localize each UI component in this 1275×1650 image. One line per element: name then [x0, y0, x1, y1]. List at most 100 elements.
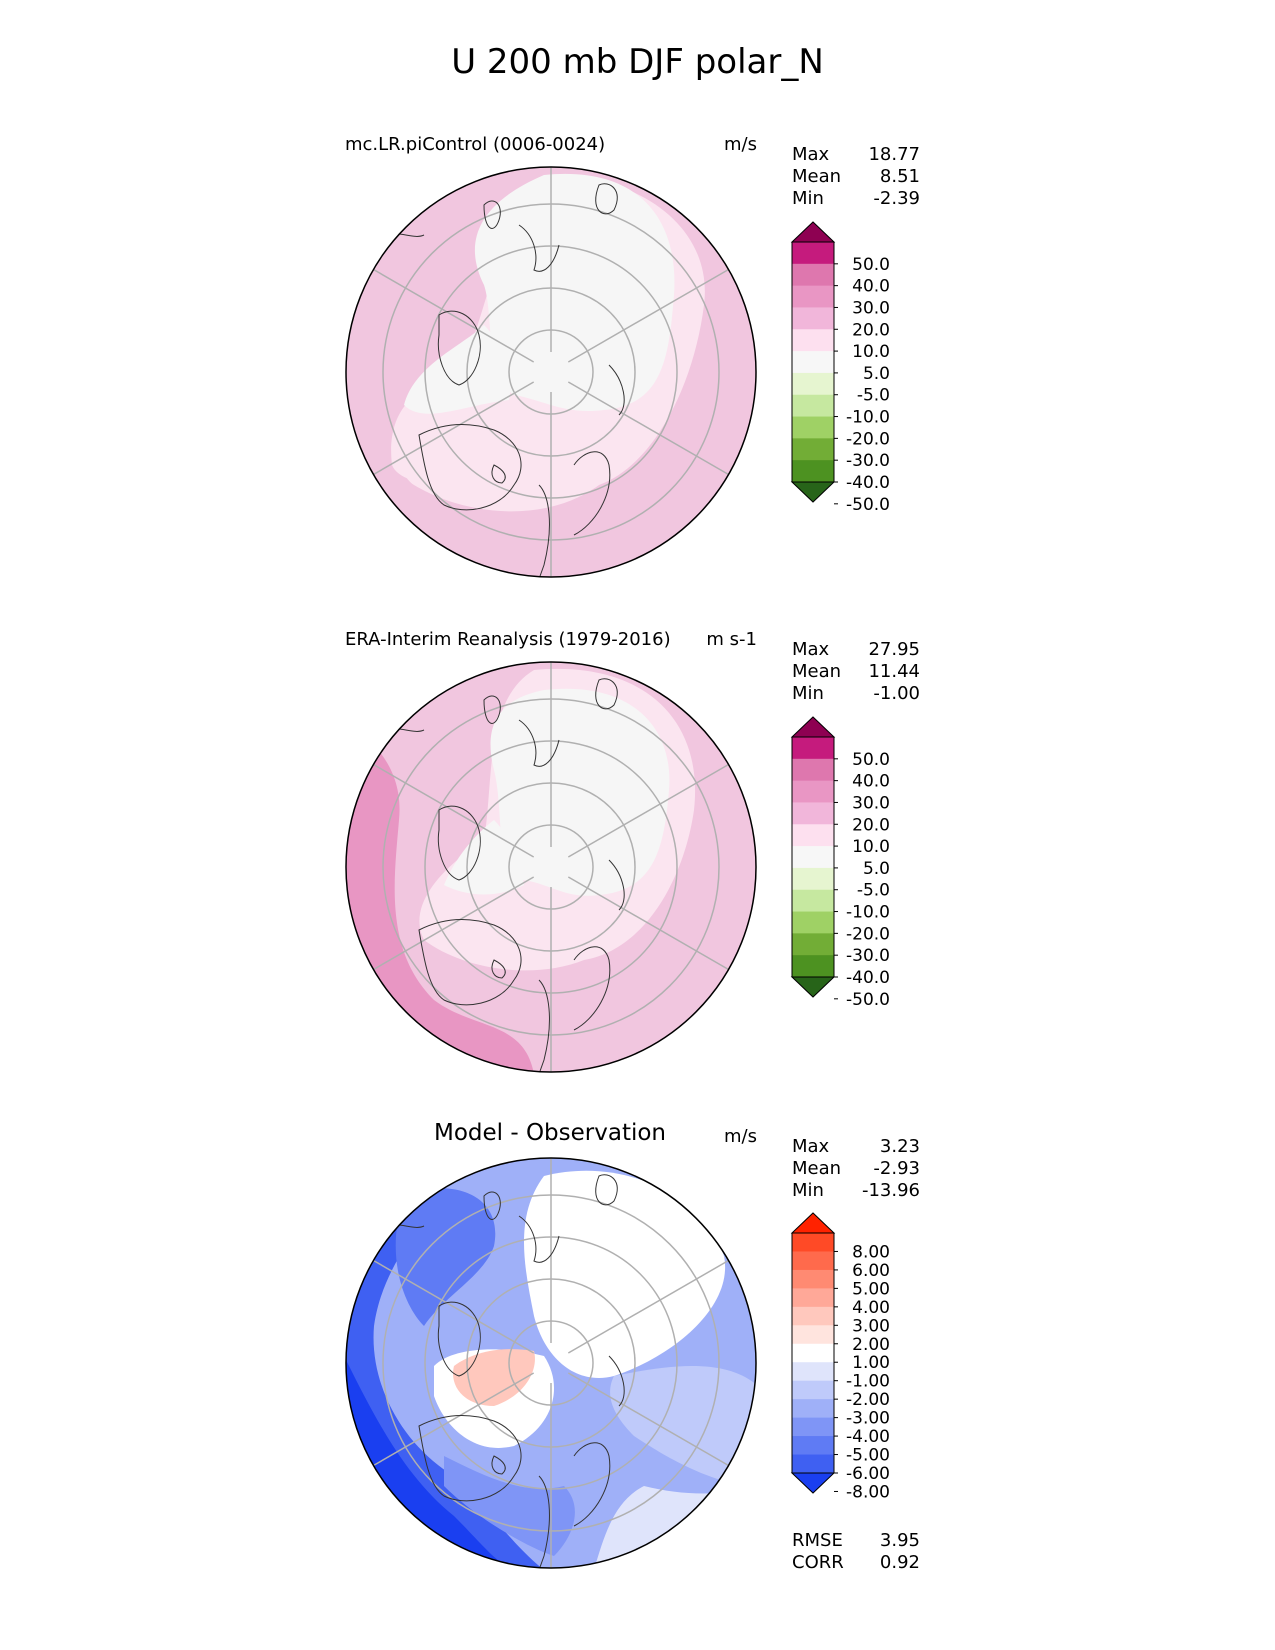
coastline [573, 451, 611, 536]
contour-5 [490, 688, 670, 896]
coastline [518, 1215, 560, 1263]
coastlines [383, 183, 625, 577]
colorbar-band [792, 372, 834, 396]
panel-3-title: Model - Observation [433, 1120, 667, 1146]
panel-2-stats: Max 27.95 Mean 11.44 Min -1.00 [792, 639, 920, 705]
colorbar-band [792, 1343, 834, 1363]
colorbar-band [792, 285, 834, 308]
colorbar-tick-label: -3.00 [846, 1409, 890, 1429]
colorbar-tick-label: -6.00 [846, 1464, 890, 1484]
meridian-line [373, 1259, 535, 1354]
coastline [483, 695, 501, 724]
stat-label: Max [792, 1136, 830, 1157]
coastline [608, 1355, 625, 1407]
coastline [491, 464, 506, 484]
coastline [538, 1475, 550, 1568]
coastline [518, 719, 560, 767]
colorbar-extend-top [790, 1212, 836, 1234]
coastlines [383, 1174, 625, 1568]
coastline [595, 678, 618, 710]
coastline [595, 1174, 618, 1206]
colorbar-tick-label: 3.00 [852, 1316, 890, 1336]
colorbar-tick-label: -8.00 [846, 1482, 890, 1502]
meridian-line [567, 268, 729, 363]
stat-label: Min [792, 188, 824, 209]
colorbar-tick-label: 10.0 [852, 837, 890, 857]
coastline [538, 979, 550, 1072]
panel-1-stats: Max 18.77 Mean 8.51 Min -2.39 [792, 144, 920, 210]
stat-value: 18.77 [868, 144, 920, 165]
colorbar-tick-label: -20.0 [846, 924, 890, 944]
panel-1-polar-map [345, 166, 757, 578]
coastline [608, 364, 625, 416]
colorbar-tick-label: 40.0 [852, 277, 890, 297]
stat-label: Mean [792, 1158, 842, 1179]
colorbar-tick-label: 5.0 [863, 859, 890, 879]
meridian-line [567, 381, 729, 476]
colorbar-tick-label: 2.00 [852, 1335, 890, 1355]
colorbar-tick-label: 5.00 [852, 1279, 890, 1299]
stat-value: 11.44 [868, 661, 920, 682]
map-boundary [345, 166, 757, 578]
colorbar-extend-bottom [790, 481, 836, 503]
coastline [518, 224, 560, 272]
colorbar-tick-label: 40.0 [852, 772, 890, 792]
stat-value: -2.39 [873, 188, 920, 209]
colorbar-tick-label: 50.0 [852, 255, 890, 275]
colorbar-band [792, 1288, 834, 1308]
colorbar-band [792, 242, 834, 265]
colorbar-band [792, 438, 834, 461]
stat-label: CORR [792, 1552, 844, 1573]
stat-label: Min [792, 683, 824, 704]
colorbar-band [792, 1380, 834, 1400]
coastline [418, 1415, 522, 1502]
stat-value: -13.96 [861, 1180, 920, 1201]
colorbar-band [792, 329, 834, 352]
colorbar-band [792, 824, 834, 847]
panel-2-polar-map [345, 661, 757, 1073]
colorbar-extend-top [790, 221, 836, 243]
panel-2-colorbar: 50.040.030.020.010.05.0-5.0-10.0-20.0-30… [790, 716, 890, 1010]
meridian-line [567, 1259, 729, 1354]
panel-3-polar-map [345, 1157, 757, 1569]
colorbar-tick-label: -2.00 [846, 1390, 890, 1410]
colorbar-tick-label: 8.00 [852, 1242, 890, 1262]
colorbar-tick-label: 10.0 [852, 342, 890, 362]
colorbar-band [792, 1251, 834, 1271]
colorbar-band [792, 1417, 834, 1437]
colorbar-band [792, 1233, 834, 1252]
meridian-line [567, 876, 729, 971]
colorbar-band [792, 737, 834, 760]
colorbar-tick-label: -4.00 [846, 1427, 890, 1447]
colorbar-band [792, 911, 834, 934]
colorbar-band [792, 307, 834, 330]
colorbar-tick-label: 4.00 [852, 1298, 890, 1318]
colorbar-band [792, 1362, 834, 1382]
colorbar-extend-bottom [790, 1472, 836, 1494]
colorbar-tick-label: 30.0 [852, 298, 890, 318]
colorbar-band [792, 802, 834, 825]
meridian-line [567, 763, 729, 858]
colorbar-band [792, 955, 834, 978]
map-boundary [345, 1157, 757, 1569]
colorbar-band [792, 758, 834, 782]
colorbar-band [792, 460, 834, 483]
colorbar-tick-label: -50.0 [846, 495, 890, 515]
colorbar-band [792, 780, 834, 803]
colorbar-tick-label: 20.0 [852, 320, 890, 340]
contour-5 [404, 325, 511, 414]
contour-zero [524, 1170, 726, 1378]
colorbar-tick-label: -20.0 [846, 429, 890, 449]
coastline [437, 1301, 481, 1377]
stat-label: RMSE [792, 1530, 843, 1551]
meridian-line [567, 1372, 729, 1467]
colorbar-tick-label: 50.0 [852, 750, 890, 770]
stat-value: 27.95 [868, 639, 920, 660]
meridian-line [373, 763, 535, 858]
panel-3-colorbar: 8.006.005.004.003.002.001.00-1.00-2.00-3… [790, 1212, 890, 1502]
panel-3-error-stats: RMSE 3.95 CORR 0.92 [792, 1530, 920, 1574]
stat-value: -2.93 [873, 1158, 920, 1179]
colorbar-band [792, 351, 834, 374]
panel-3-units: m/s [724, 1126, 757, 1147]
colorbar-frame [791, 736, 835, 978]
